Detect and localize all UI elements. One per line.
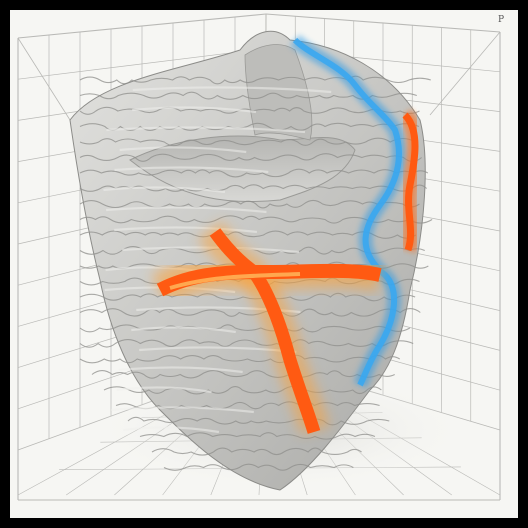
strata-line (139, 432, 376, 440)
strata-highlight (116, 386, 212, 394)
strata-line (163, 463, 354, 471)
strata-line (79, 339, 414, 348)
grid-line (429, 31, 501, 116)
strata-line (103, 385, 382, 395)
strata-highlight (106, 126, 306, 134)
grid-line (17, 37, 71, 121)
strata-highlight (110, 406, 254, 414)
corner-label: P (497, 15, 504, 25)
strata-highlight (114, 226, 258, 234)
strata-line (79, 137, 416, 147)
strata-line (79, 230, 416, 239)
strata-highlight (103, 186, 226, 194)
strata-line (127, 416, 390, 426)
strata-highlight (118, 366, 243, 374)
strata-highlight (106, 206, 267, 214)
strata-line (151, 447, 362, 456)
strata-line (79, 91, 417, 100)
strata-line (79, 354, 401, 364)
strata-highlight (119, 146, 247, 154)
strata-line (91, 370, 395, 379)
strata-highlight (123, 426, 220, 434)
drawing-canvas: P (10, 10, 518, 518)
strata-highlight (114, 166, 269, 174)
blue-vein (290, 34, 407, 389)
strata-line (79, 153, 422, 162)
sculpture-illustration (17, 13, 501, 501)
sculpture-strata (79, 75, 433, 471)
strata-highlight (132, 86, 332, 94)
strata-line (79, 168, 429, 178)
strata-line (79, 75, 431, 85)
strata-line (115, 401, 380, 410)
strata-line (79, 324, 411, 333)
orange-vein-cross (151, 220, 384, 434)
strata-line (79, 307, 421, 317)
strata-highlight (132, 106, 257, 114)
strata-line (79, 199, 420, 209)
orange-vein-right (398, 109, 423, 253)
grid-line (17, 48, 267, 80)
strata-highlight (131, 326, 236, 334)
